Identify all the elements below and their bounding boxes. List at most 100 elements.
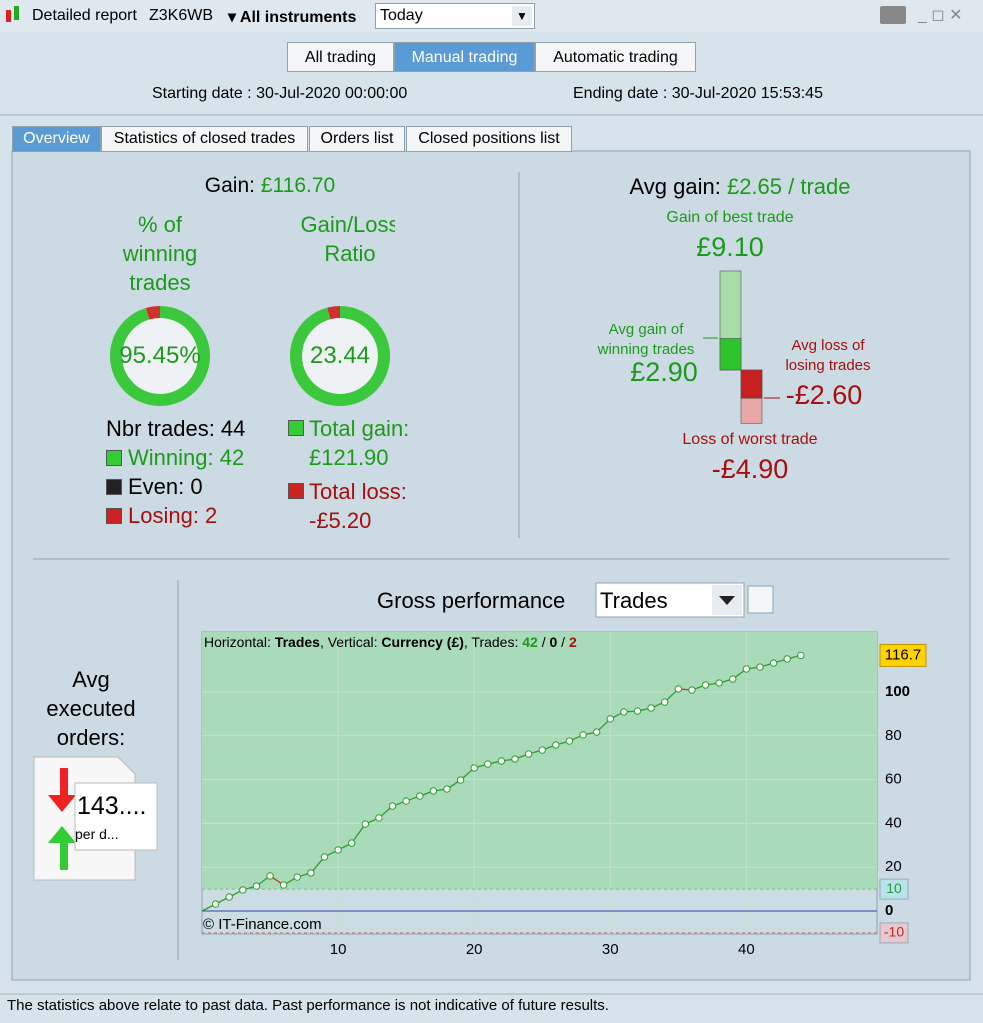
legend-square [106,450,122,466]
h: 0 [549,634,558,650]
point [252,882,261,890]
point [470,764,478,772]
donut-win [110,306,210,406]
chart-title: Gross performance [377,588,566,613]
end-date: Ending date : 30-Jul-2020 15:53:45 [573,85,823,102]
last-value-label: 116.7 [885,646,921,663]
mode-tab[interactable]: Automatic trading [535,42,696,72]
tab[interactable]: Closed positions list [406,126,572,152]
total-loss: -£5.20 [309,508,372,533]
winning-title: % of winning trades [122,212,198,295]
worst-title: Loss of worst trade [682,431,818,448]
point [429,787,438,795]
worst-amount: -£4.90 [711,454,789,484]
donut-hole [122,318,198,394]
point [511,755,519,763]
instruments-label: All instruments [239,9,357,26]
point [647,704,655,712]
chart-selector[interactable]: Trades [600,588,668,613]
h: Currency (£) [381,634,464,650]
ratio-value: 23.44 [309,342,371,369]
h: / [537,634,550,650]
avg-loss-title: Avg loss of losing trades [785,337,871,374]
legend-square [288,483,304,499]
y-tick-label: 40 [885,814,902,831]
arrow-icon [719,596,735,605]
h: , Trades: [463,634,523,650]
h: , Vertical: [319,634,382,650]
point [320,853,329,861]
orders-unit: per d... [75,826,119,842]
avg-win-title: Avg gain of winning trades [597,321,695,358]
period-select[interactable]: Today ▼ [375,3,535,29]
point [443,785,451,793]
tab[interactable]: Overview [12,126,101,152]
last-value-box [879,643,927,667]
point [497,757,506,765]
settings-button[interactable] [747,585,774,614]
point [715,679,723,687]
tab[interactable]: Statistics of closed trades [101,126,308,152]
point [688,686,696,694]
point [620,708,628,716]
credit: © IT-Finance.com [203,916,322,933]
point [579,731,587,739]
mode-tab[interactable]: Manual trading [394,42,535,72]
print-icon[interactable] [880,6,906,24]
avg-loss-amount: -£2.60 [785,380,863,410]
x-tick-label: 10 [330,941,347,958]
point [375,814,383,822]
y-tick-label: 0 [885,902,893,919]
donut-loss [145,306,161,320]
point [797,651,805,660]
best-amount: £9.10 [696,232,764,262]
legend-square [288,420,304,436]
start-date: Starting date : 30-Jul-2020 00:00:00 [152,85,408,102]
line-segment [351,823,366,844]
point [266,872,274,880]
point [388,802,397,810]
orders-box [74,782,158,851]
point [729,675,737,683]
threshold-label: 10 [886,880,902,896]
nbr-trades: Nbr trades: 44 [106,416,246,441]
point [279,881,288,889]
threshold-box [879,878,909,900]
point [211,900,220,908]
donut-hole [302,318,378,394]
point [307,869,315,877]
point [347,839,356,847]
footer: The statistics above relate to past data… [7,997,609,1014]
period: Today [380,7,423,24]
h: Horizontal: [204,634,275,650]
point [456,776,465,784]
y-tick-label: 80 [885,727,902,744]
point [565,737,574,745]
tab[interactable]: Orders list [309,126,405,152]
gain: Gain: £116.70 [120,174,420,198]
point [524,750,533,758]
ratio-title-clip: Gain/Loss Ratio [285,210,395,268]
legend-square [106,479,122,495]
window-controls[interactable]: _ ◻ ✕ [917,7,962,24]
point [334,846,342,854]
point [742,665,751,673]
point [769,659,778,667]
mode-tab[interactable]: All trading [287,42,394,72]
gauge-bar [740,369,763,399]
avg-gain-amount: £2.65 / trade [726,174,851,199]
gain-label: Gain: [204,174,255,197]
point [225,893,233,901]
avg-gain: Avg gain: £2.65 / trade [560,174,920,200]
point [416,792,424,800]
x-tick-label: 40 [738,941,755,958]
point [633,707,642,715]
instruments[interactable]: ▾ All instruments [228,9,357,26]
threshold-label: -10 [884,924,904,940]
point [361,820,370,828]
point [661,698,669,706]
app-icon [14,6,19,20]
buy-arrow [48,826,76,870]
